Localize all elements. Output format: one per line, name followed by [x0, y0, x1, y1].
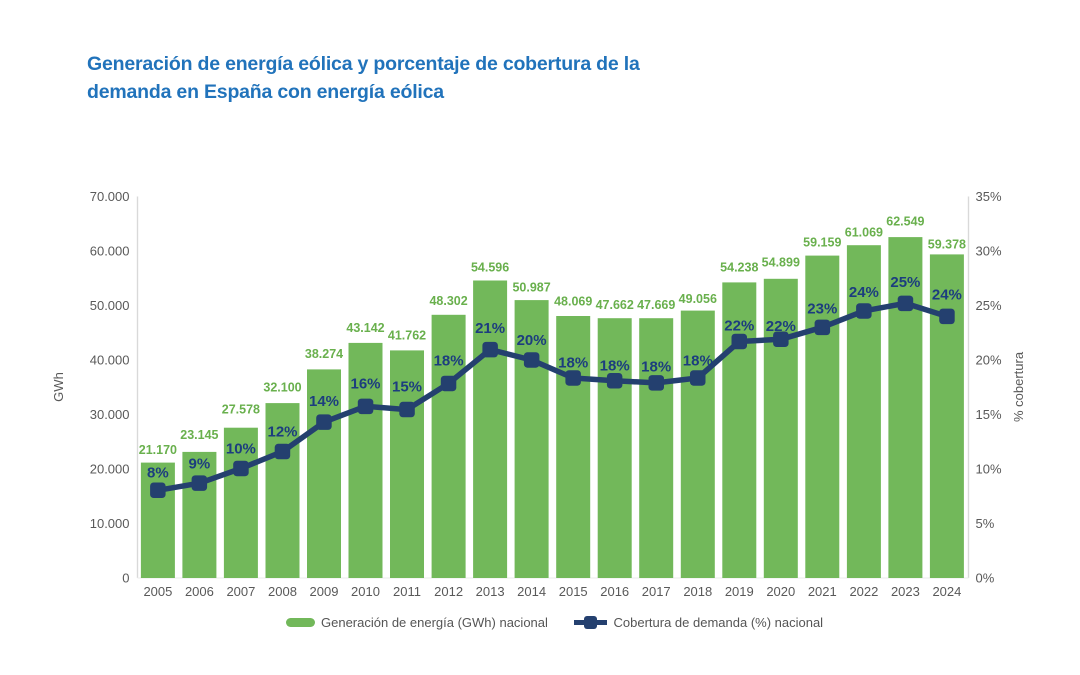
- svg-text:5%: 5%: [976, 516, 995, 531]
- svg-text:2022: 2022: [849, 584, 878, 599]
- svg-text:54.596: 54.596: [471, 260, 509, 274]
- svg-text:10.000: 10.000: [90, 516, 130, 531]
- svg-text:20%: 20%: [517, 332, 547, 349]
- svg-text:2005: 2005: [143, 584, 172, 599]
- svg-text:21.170: 21.170: [139, 443, 177, 457]
- svg-text:18%: 18%: [600, 357, 630, 374]
- svg-text:62.549: 62.549: [886, 215, 924, 229]
- svg-text:54.899: 54.899: [762, 256, 800, 270]
- svg-text:14%: 14%: [309, 393, 339, 410]
- svg-text:2016: 2016: [600, 584, 629, 599]
- svg-text:50.987: 50.987: [512, 281, 550, 295]
- svg-text:2018: 2018: [683, 584, 712, 599]
- svg-text:15%: 15%: [976, 407, 1002, 422]
- svg-text:30.000: 30.000: [90, 407, 130, 422]
- svg-text:22%: 22%: [766, 318, 796, 335]
- svg-text:2020: 2020: [766, 584, 795, 599]
- svg-text:2010: 2010: [351, 584, 380, 599]
- svg-text:10%: 10%: [976, 462, 1002, 477]
- svg-text:25%: 25%: [890, 274, 920, 291]
- svg-text:48.069: 48.069: [554, 295, 592, 309]
- svg-text:24%: 24%: [849, 284, 879, 301]
- svg-text:2011: 2011: [393, 584, 421, 599]
- svg-text:41.762: 41.762: [388, 329, 426, 343]
- svg-text:0%: 0%: [976, 571, 995, 586]
- svg-text:18%: 18%: [558, 355, 588, 372]
- svg-text:30%: 30%: [976, 244, 1002, 259]
- svg-text:18%: 18%: [641, 359, 671, 376]
- svg-text:8%: 8%: [147, 465, 169, 482]
- svg-text:16%: 16%: [350, 375, 380, 392]
- svg-text:2009: 2009: [310, 584, 339, 599]
- svg-text:35%: 35%: [976, 189, 1002, 204]
- svg-text:59.159: 59.159: [803, 236, 841, 250]
- svg-text:43.142: 43.142: [346, 321, 384, 335]
- svg-text:2019: 2019: [725, 584, 754, 599]
- svg-text:2021: 2021: [808, 584, 837, 599]
- svg-text:18%: 18%: [683, 353, 713, 370]
- svg-text:0: 0: [122, 571, 129, 586]
- svg-text:47.669: 47.669: [637, 298, 675, 312]
- svg-text:25%: 25%: [976, 298, 1002, 313]
- svg-text:2015: 2015: [559, 584, 588, 599]
- svg-text:12%: 12%: [267, 424, 297, 441]
- svg-text:2013: 2013: [476, 584, 505, 599]
- svg-text:2007: 2007: [226, 584, 255, 599]
- svg-text:60.000: 60.000: [90, 244, 130, 259]
- svg-text:27.578: 27.578: [222, 402, 260, 416]
- svg-text:2006: 2006: [185, 584, 214, 599]
- svg-text:2014: 2014: [517, 584, 546, 599]
- svg-text:23%: 23%: [807, 301, 837, 318]
- svg-text:2012: 2012: [434, 584, 463, 599]
- svg-text:2024: 2024: [932, 584, 961, 599]
- svg-text:9%: 9%: [189, 455, 211, 472]
- svg-text:2023: 2023: [891, 584, 920, 599]
- svg-text:70.000: 70.000: [90, 189, 130, 204]
- svg-text:20%: 20%: [976, 353, 1002, 368]
- svg-text:49.056: 49.056: [679, 292, 717, 306]
- svg-text:54.238: 54.238: [720, 260, 758, 274]
- svg-text:22%: 22%: [724, 318, 754, 335]
- svg-text:18%: 18%: [434, 353, 464, 370]
- svg-text:15%: 15%: [392, 378, 422, 395]
- svg-text:59.378: 59.378: [928, 237, 966, 251]
- svg-text:40.000: 40.000: [90, 353, 130, 368]
- svg-text:48.302: 48.302: [429, 294, 467, 308]
- svg-text:23.145: 23.145: [180, 428, 218, 442]
- svg-text:21%: 21%: [475, 320, 505, 337]
- svg-text:61.069: 61.069: [845, 226, 883, 240]
- svg-text:Generación de energía (GWh) na: Generación de energía (GWh) nacional: [321, 615, 548, 630]
- svg-text:10%: 10%: [226, 440, 256, 457]
- svg-text:GWh: GWh: [51, 372, 66, 402]
- svg-text:50.000: 50.000: [90, 298, 130, 313]
- svg-text:24%: 24%: [932, 287, 962, 304]
- svg-text:2008: 2008: [268, 584, 297, 599]
- svg-text:38.274: 38.274: [305, 347, 343, 361]
- svg-text:20.000: 20.000: [90, 462, 130, 477]
- svg-text:32.100: 32.100: [263, 381, 301, 395]
- svg-text:2017: 2017: [642, 584, 671, 599]
- svg-text:Cobertura de demanda (%) nacio: Cobertura de demanda (%) nacional: [614, 615, 824, 630]
- svg-text:% cobertura: % cobertura: [1011, 351, 1026, 422]
- svg-text:47.662: 47.662: [596, 298, 634, 312]
